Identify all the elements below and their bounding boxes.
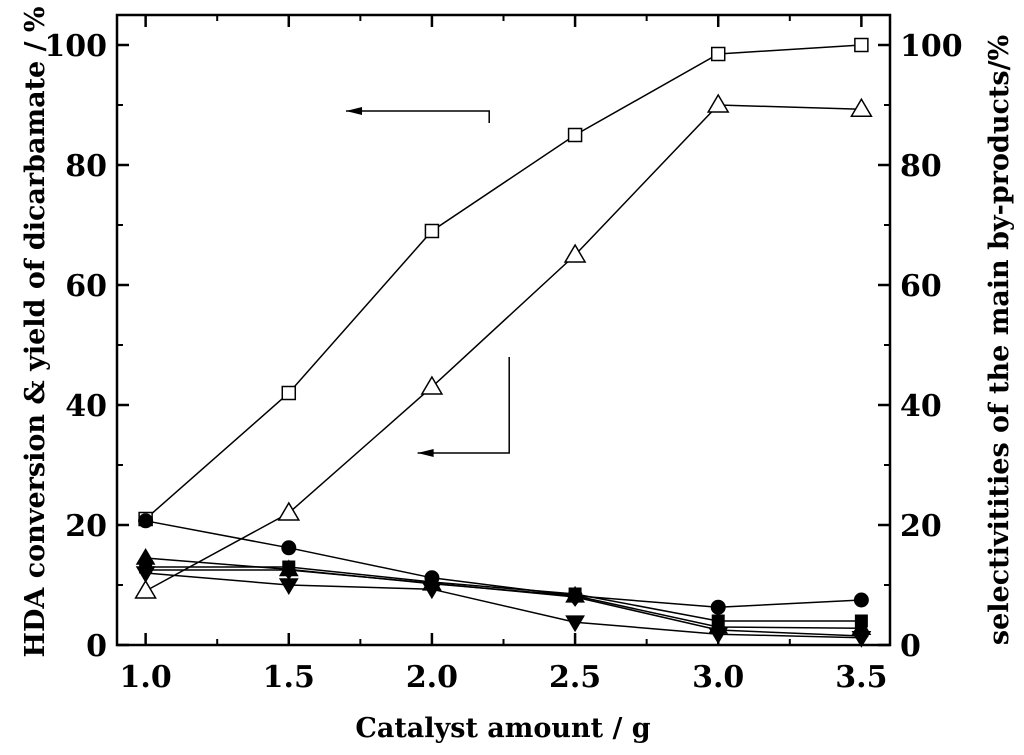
x-tick-label: 2.0 (406, 660, 458, 695)
x-tick-label: 3.5 (835, 660, 887, 695)
data-point (420, 375, 444, 395)
series-filled-diamond (138, 560, 869, 646)
y-tick-label: 40 (65, 389, 107, 424)
series-filled-square (139, 560, 868, 628)
data-point (851, 631, 872, 648)
data-point (278, 578, 299, 595)
series-line (145, 104, 862, 592)
y2-tick-label: 0 (900, 629, 921, 664)
series-open-triangle-up (134, 93, 873, 599)
data-point (710, 46, 726, 62)
data-point (854, 37, 869, 53)
y2-tick-label: 20 (900, 509, 942, 544)
data-point (853, 592, 869, 608)
annotation-arrowhead (417, 449, 434, 457)
data-point (422, 582, 442, 600)
y-tick-label: 80 (65, 149, 107, 184)
y-tick-label: 0 (86, 629, 107, 664)
data-point (850, 97, 873, 117)
series-line (145, 44, 862, 520)
series-line (145, 557, 862, 629)
y-tick-label: 60 (65, 269, 107, 304)
annotation-arrow-line (417, 357, 510, 454)
data-point (135, 566, 156, 583)
y2-tick-label: 80 (900, 149, 942, 184)
annotation-arrow-line (346, 110, 490, 123)
data-point (424, 223, 440, 239)
data-point (706, 93, 730, 113)
data-point (281, 385, 297, 401)
data-point (565, 615, 585, 633)
y2-axis-title: selectivitities of the main by-products/… (984, 35, 1015, 645)
series (134, 37, 873, 648)
x-tick-label: 2.5 (549, 660, 601, 695)
y2-tick-label: 40 (900, 389, 942, 424)
data-point (708, 627, 729, 645)
data-point (567, 587, 583, 607)
data-point (710, 599, 726, 615)
data-point (277, 501, 301, 521)
annotation-arrowhead (346, 107, 363, 115)
tick-labels: 1.0 1.5 2.0 2.5 3.0 3.5 0 20 40 60 80 100 0 20 40 60 80 1… (44, 29, 962, 695)
y-tick-label: 20 (65, 509, 107, 544)
plot-frame (115, 13, 892, 647)
data-point (138, 513, 154, 529)
series-line (145, 566, 862, 622)
x-tick-label: 3.0 (692, 660, 744, 695)
x-axis-title: Catalyst amount / g (355, 713, 650, 744)
series-line (145, 569, 862, 637)
series-line (145, 572, 862, 639)
y2-tick-label: 60 (900, 269, 942, 304)
series-filled-circle (138, 513, 869, 615)
data-point (567, 127, 583, 143)
y-axis-title: HDA conversion & yield of dicarbamate / … (20, 6, 51, 657)
x-tick-label: 1.0 (120, 660, 172, 695)
y2-tick-label: 100 (900, 29, 963, 64)
annotation-arrows (346, 107, 510, 457)
x-tick-label: 1.5 (263, 660, 315, 695)
series-line (145, 520, 862, 608)
data-point (134, 579, 157, 599)
data-point (281, 540, 297, 556)
data-point (563, 243, 587, 263)
ticks (117, 15, 890, 647)
y-tick-label: 100 (44, 29, 107, 64)
series-filled-triangle-down (135, 566, 872, 648)
